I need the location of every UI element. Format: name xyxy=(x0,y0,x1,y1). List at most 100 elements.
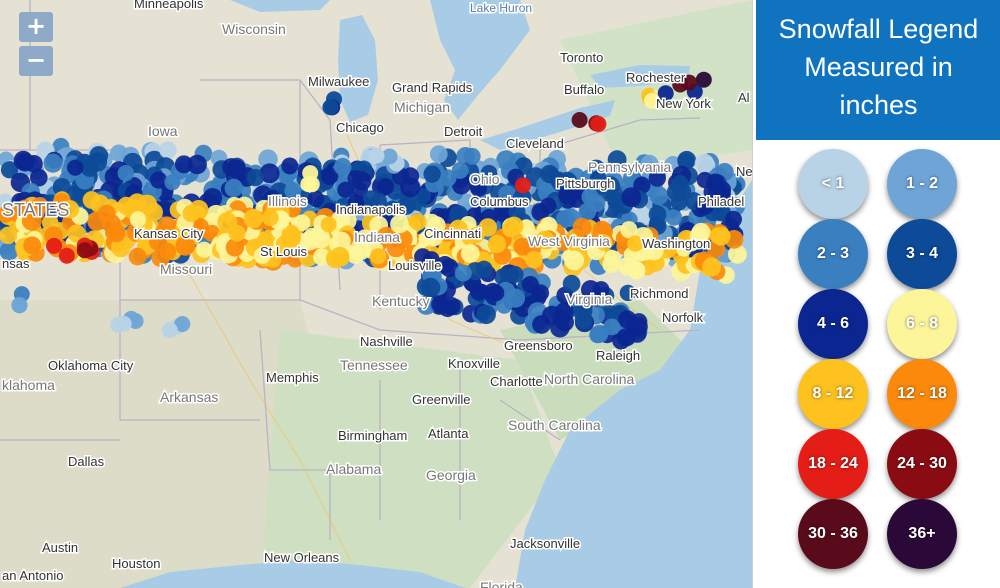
snowfall-dot[interactable] xyxy=(681,74,698,91)
snowfall-dot[interactable] xyxy=(80,159,99,177)
snowfall-dot[interactable] xyxy=(460,244,480,263)
snowfall-dot[interactable] xyxy=(0,241,19,261)
snowfall-dot[interactable] xyxy=(281,157,299,175)
snowfall-dot[interactable] xyxy=(174,155,193,174)
snowfall-dot[interactable] xyxy=(454,264,472,282)
snowfall-dot[interactable] xyxy=(129,211,147,228)
snowfall-dot[interactable] xyxy=(409,213,427,231)
snowfall-dot[interactable] xyxy=(400,177,421,198)
snowfall-dot[interactable] xyxy=(303,227,321,245)
snowfall-dot[interactable] xyxy=(0,226,18,245)
snowfall-dot[interactable] xyxy=(480,164,498,182)
snowfall-dot[interactable] xyxy=(628,317,648,337)
snowfall-dot[interactable] xyxy=(725,210,742,228)
snowfall-dot[interactable] xyxy=(262,209,279,227)
snowfall-dot[interactable] xyxy=(564,250,585,271)
snowfall-dot[interactable] xyxy=(449,219,468,239)
snowfall-dot[interactable] xyxy=(110,237,131,258)
snowfall-dot[interactable] xyxy=(0,161,19,179)
snowfall-dot[interactable] xyxy=(161,322,178,338)
snowfall-dot[interactable] xyxy=(649,186,669,206)
snowfall-dot[interactable] xyxy=(115,315,132,332)
snowfall-dot[interactable] xyxy=(695,71,712,88)
snowfall-dot[interactable] xyxy=(224,178,244,198)
snowfall-dot[interactable] xyxy=(76,242,93,259)
snowfall-dot[interactable] xyxy=(675,240,692,257)
snowfall-dot[interactable] xyxy=(440,258,459,278)
snowfall-dot[interactable] xyxy=(136,229,153,247)
snowfall-dot[interactable] xyxy=(117,196,136,216)
snowfall-dot[interactable] xyxy=(281,224,301,244)
snowfall-dot[interactable] xyxy=(539,216,558,235)
snowfall-dot[interactable] xyxy=(27,203,45,221)
snowfall-dot[interactable] xyxy=(424,227,444,247)
snowfall-dot[interactable] xyxy=(11,297,28,313)
zoom-out-button[interactable]: − xyxy=(19,46,53,76)
snowfall-dot[interactable] xyxy=(333,157,352,176)
snowfall-dot[interactable] xyxy=(320,167,339,185)
snowfall-dot[interactable] xyxy=(558,186,576,204)
snowfall-dot[interactable] xyxy=(709,227,727,244)
snowfall-dot[interactable] xyxy=(175,236,196,256)
snowfall-dot[interactable] xyxy=(187,154,207,175)
snowfall-dot[interactable] xyxy=(110,144,128,162)
snowfall-dot[interactable] xyxy=(128,247,147,266)
snowfall-dot[interactable] xyxy=(286,251,304,268)
snowfall-dot[interactable] xyxy=(246,168,265,187)
snowfall-dot[interactable] xyxy=(550,171,568,189)
snowfall-dot[interactable] xyxy=(476,304,496,325)
snowfall-dot[interactable] xyxy=(46,237,62,254)
snowfall-dot[interactable] xyxy=(540,197,557,215)
snowfall-dot[interactable] xyxy=(604,249,621,266)
snowfall-dot[interactable] xyxy=(677,152,695,170)
snowfall-dot[interactable] xyxy=(572,218,592,238)
snowfall-dot[interactable] xyxy=(416,295,436,315)
snowfall-dot[interactable] xyxy=(15,152,35,172)
snowfall-dot[interactable] xyxy=(470,180,488,197)
snowfall-dot[interactable] xyxy=(451,161,469,179)
snowfall-dot[interactable] xyxy=(322,99,339,116)
snowfall-dot[interactable] xyxy=(532,315,551,334)
snowfall-dot[interactable] xyxy=(592,281,610,298)
snowfall-dot[interactable] xyxy=(508,203,526,221)
snowfall-dot[interactable] xyxy=(97,204,116,223)
snowfall-dot[interactable] xyxy=(429,145,448,163)
zoom-in-button[interactable]: + xyxy=(19,12,53,42)
snowfall-dot[interactable] xyxy=(665,209,683,226)
snowfall-dot[interactable] xyxy=(568,235,588,255)
snowfall-dot[interactable] xyxy=(182,204,200,223)
snowfall-dot[interactable] xyxy=(347,194,365,211)
snowfall-dot[interactable] xyxy=(420,277,441,298)
snowfall-dot[interactable] xyxy=(621,187,642,208)
snowfall-dot[interactable] xyxy=(58,247,75,264)
snowfall-dot[interactable] xyxy=(217,211,238,232)
snowfall-dot[interactable] xyxy=(578,202,597,221)
snowfall-dot[interactable] xyxy=(525,251,543,269)
snowfall-dot[interactable] xyxy=(67,159,84,176)
snowfall-dot[interactable] xyxy=(0,206,14,223)
snowfall-dot[interactable] xyxy=(390,214,409,234)
snowfall-dot[interactable] xyxy=(351,171,372,191)
snowfall-dot[interactable] xyxy=(370,247,387,265)
snowfall-dot[interactable] xyxy=(423,165,441,183)
snowfall-dot[interactable] xyxy=(284,182,302,200)
snowfall-dot[interactable] xyxy=(431,296,448,313)
snowfall-dot[interactable] xyxy=(531,284,550,302)
snowfall-dot[interactable] xyxy=(619,284,637,302)
snowfall-dot[interactable] xyxy=(61,200,80,219)
snowfall-dot[interactable] xyxy=(150,171,168,189)
snowfall-dot[interactable] xyxy=(581,188,599,206)
snowfall-dot[interactable] xyxy=(727,244,747,264)
snowfall-dot[interactable] xyxy=(225,238,245,257)
snowfall-dot[interactable] xyxy=(330,246,350,266)
snowfall-dot[interactable] xyxy=(644,92,661,109)
snowfall-dot[interactable] xyxy=(320,216,337,233)
snowfall-dot[interactable] xyxy=(463,147,481,165)
snowfall-dot[interactable] xyxy=(307,190,325,208)
snowfall-dot[interactable] xyxy=(670,193,688,211)
snowfall-dot[interactable] xyxy=(226,159,246,179)
snowfall-observations[interactable] xyxy=(0,71,747,350)
snowfall-dot[interactable] xyxy=(695,197,714,216)
snowfall-dot[interactable] xyxy=(590,116,607,132)
snowfall-dot[interactable] xyxy=(331,231,351,251)
